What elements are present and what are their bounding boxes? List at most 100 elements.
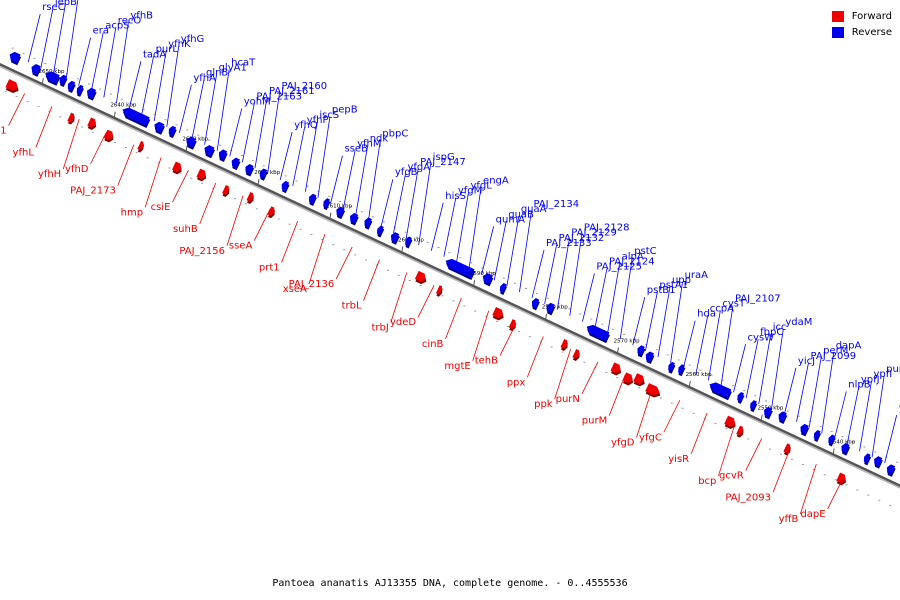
reverse-swatch	[831, 26, 844, 38]
svg-text:cysT: cysT	[722, 298, 746, 309]
svg-text:dapE: dapE	[800, 509, 825, 520]
label-xsea: xseA	[283, 233, 326, 295]
reverse-gene-arrow	[405, 236, 413, 249]
svg-text:PAJ_2129: PAJ_2129	[571, 228, 617, 239]
svg-text:mgtE: mgtE	[444, 361, 470, 372]
label-pepb: pepB	[317, 105, 358, 198]
svg-text:yicJ: yicJ	[798, 356, 815, 367]
label-glya1: glyA1	[204, 63, 247, 145]
label-ppk: ppk	[534, 349, 571, 410]
svg-text:hda: hda	[697, 309, 716, 320]
forward-gene-arrow	[222, 184, 230, 197]
label-yfgm: yfgM	[443, 186, 482, 257]
forward-gene-arrow	[267, 206, 275, 219]
track-dot	[98, 88, 101, 90]
axis-tick	[760, 414, 763, 421]
track-dot	[350, 206, 353, 208]
svg-text:yfhL: yfhL	[13, 147, 35, 158]
label-trbl: trbL	[342, 259, 380, 312]
reverse-gene-arrow	[586, 324, 606, 341]
track-dot	[109, 93, 112, 95]
svg-text:ydeD: ydeD	[390, 317, 416, 328]
svg-text:purN: purN	[556, 394, 580, 405]
forward-gene-arrow	[560, 338, 568, 351]
svg-text:iscS: iscS	[319, 110, 339, 121]
svg-text:cysW: cysW	[748, 332, 775, 343]
label-ndk: ndk	[355, 133, 389, 216]
track-dot	[474, 310, 477, 312]
genome-caption: Pantoea ananatis AJ13355 DNA, complete g…	[272, 578, 628, 589]
track-dot	[354, 254, 357, 256]
label-yffb: yffB	[779, 464, 817, 525]
track-dot	[852, 441, 855, 443]
svg-text:PAJ_2147: PAJ_2147	[420, 157, 466, 168]
svg-text:ypfJ: ypfJ	[861, 374, 880, 385]
track-dot	[823, 474, 826, 476]
label-yfhm: yfhM	[342, 139, 382, 210]
svg-text:yffB: yffB	[779, 514, 799, 525]
track-dot	[343, 249, 346, 251]
label-ispg: ispG	[418, 152, 455, 245]
reverse-gene-arrow	[828, 434, 836, 447]
track-dot	[623, 333, 626, 335]
label-paj-2107: PAJ_2107	[720, 293, 781, 387]
track-dot	[786, 410, 789, 412]
legend-forward-label: Forward	[851, 10, 892, 22]
backbone-shadow	[0, 64, 900, 489]
label-uraa: uraA	[670, 270, 708, 363]
reverse-gene-arrow	[45, 71, 61, 86]
reverse-gene-arrow	[245, 164, 255, 177]
reverse-gene-arrow	[723, 387, 732, 401]
svg-text:yfhG: yfhG	[181, 34, 205, 45]
track-dot	[208, 139, 211, 141]
label-pstc: pstC	[619, 246, 657, 340]
svg-text:tehB: tehB	[475, 356, 498, 367]
track-dot	[415, 236, 418, 238]
forward-gene-arrow	[246, 192, 254, 204]
track-dot	[834, 479, 837, 481]
track-dot	[874, 451, 877, 453]
track-dot	[168, 167, 171, 169]
track-dot	[273, 170, 276, 172]
svg-text:ypfH: ypfH	[899, 403, 900, 414]
track-dot	[37, 106, 40, 108]
label-rnc: rnc	[53, 0, 83, 74]
track-dot	[164, 119, 167, 121]
label-dapa: dapA	[821, 341, 862, 434]
svg-text:yfgA: yfgA	[407, 162, 430, 173]
svg-text:ndk: ndk	[370, 133, 389, 144]
svg-text:upp: upp	[672, 275, 691, 286]
axis-tick-label: 2610 kbp	[326, 204, 352, 210]
forward-gene-arrow	[87, 117, 97, 130]
track-dot	[321, 239, 324, 241]
svg-text:pepB: pepB	[332, 105, 358, 116]
reverse-gene-arrow	[76, 84, 84, 97]
track-dot	[659, 397, 662, 399]
track-dot	[878, 499, 881, 501]
reverse-gene-arrow	[204, 145, 215, 159]
track-dot	[692, 412, 695, 414]
track-dot	[339, 201, 342, 203]
reverse-gene-arrow	[546, 302, 556, 316]
svg-text:PAJ_2181: PAJ_2181	[0, 126, 7, 137]
svg-text:guaB: guaB	[508, 209, 534, 220]
svg-text:recO: recO	[118, 15, 142, 26]
svg-text:PAJ_2128: PAJ_2128	[584, 223, 630, 234]
svg-text:hcaT: hcaT	[231, 58, 256, 69]
svg-text:lepB: lepB	[55, 0, 77, 8]
reverse-gene-arrow	[463, 266, 473, 279]
track-dot	[295, 180, 298, 182]
svg-text:prt1: prt1	[259, 262, 280, 273]
svg-text:ispG: ispG	[433, 152, 455, 163]
svg-text:rseC: rseC	[42, 2, 64, 13]
track-dot	[801, 463, 804, 465]
track-dot	[33, 57, 36, 59]
svg-text:rnc: rnc	[67, 0, 83, 3]
svg-text:purL: purL	[156, 44, 179, 55]
label-yded: ydeD	[390, 285, 435, 328]
reverse-gene-arrow	[281, 180, 290, 194]
axis-tick	[473, 279, 476, 287]
track-dot	[113, 141, 116, 143]
label-paj-2129: PAJ_2129	[556, 228, 617, 310]
reverse-gene-arrow	[350, 213, 359, 226]
